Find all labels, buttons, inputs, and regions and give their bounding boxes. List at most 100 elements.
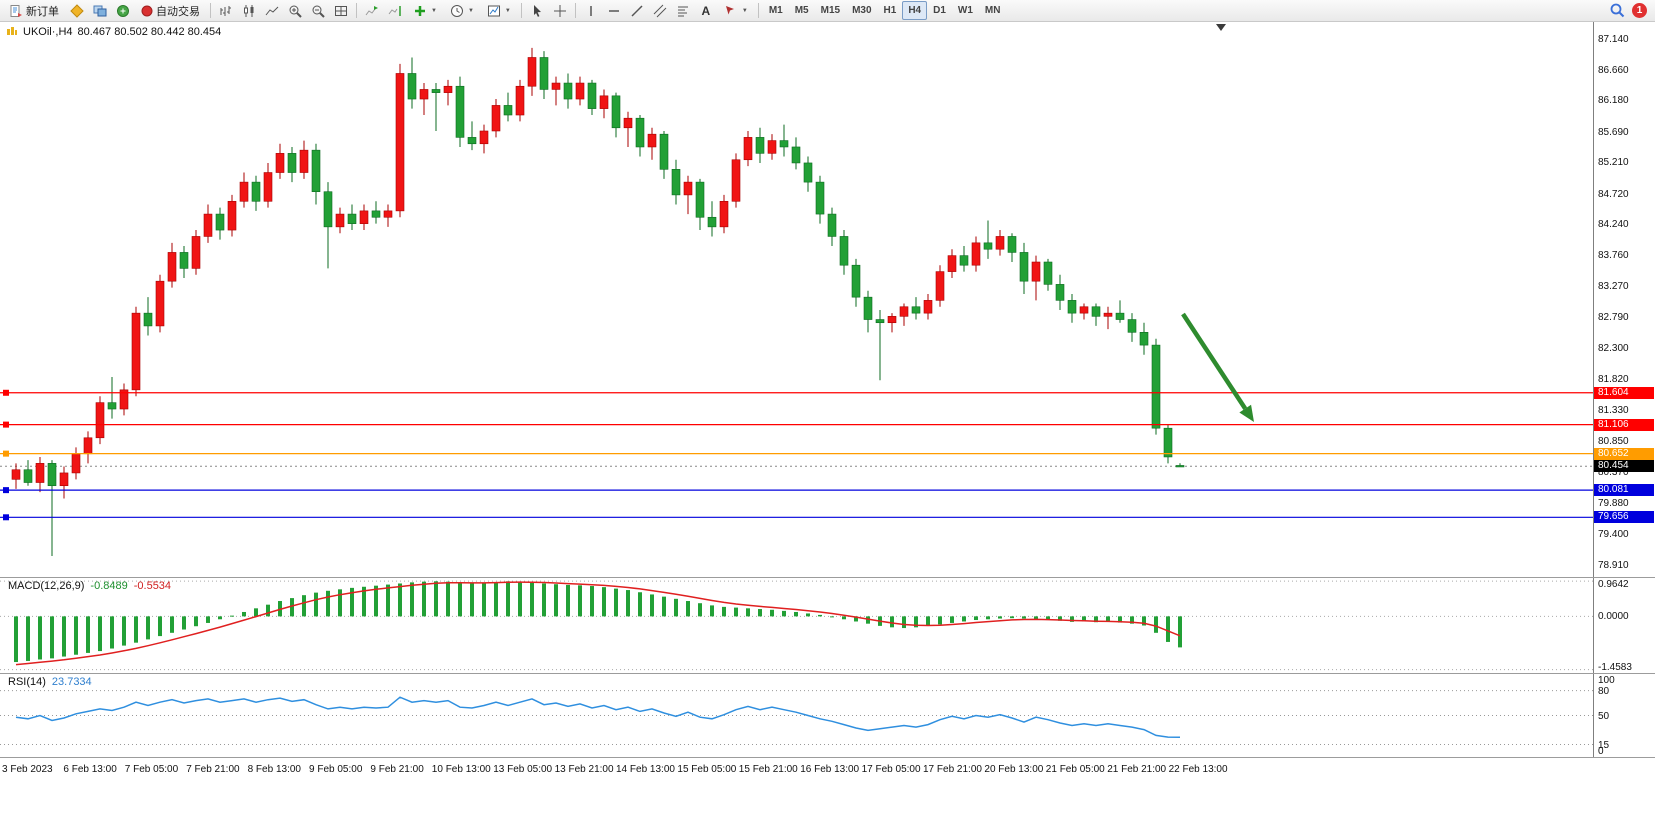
tile-windows-icon — [335, 5, 347, 16]
auto-trading-label: 自动交易 — [156, 5, 200, 18]
channel-tool-button[interactable] — [649, 1, 671, 21]
time-axis-label: 22 Feb 13:00 — [1168, 764, 1228, 775]
chart-shift-button[interactable] — [384, 1, 406, 21]
zoom-out-button[interactable] — [307, 1, 329, 21]
time-axis-label: 15 Feb 05:00 — [677, 764, 737, 775]
notification-badge[interactable]: 1 — [1632, 3, 1647, 18]
timeframe-button-m1[interactable]: M1 — [763, 1, 789, 20]
chevron-down-icon: ▼ — [741, 7, 748, 14]
timeframe-button-m5[interactable]: M5 — [789, 1, 815, 20]
time-axis-label: 9 Feb 21:00 — [370, 764, 424, 775]
toolbar-separator — [520, 3, 522, 18]
price-axis-label: 81.330 — [1598, 405, 1629, 417]
navigator-icon — [117, 4, 129, 17]
price-axis-label: 83.760 — [1598, 249, 1629, 261]
rsi-chart[interactable] — [0, 674, 1593, 757]
toolbar-separator — [210, 3, 211, 18]
macd-signal-line — [15, 581, 1181, 666]
macd-name: MACD(12,26,9) — [8, 580, 85, 592]
line-chart-type-button[interactable] — [261, 1, 283, 21]
bar-chart-type-button[interactable] — [215, 1, 237, 21]
price-axis-label: 81.820 — [1598, 373, 1629, 385]
time-axis-label: 21 Feb 21:00 — [1107, 764, 1167, 775]
trendline-tool-button[interactable] — [626, 1, 648, 21]
trend-arrow[interactable] — [1181, 312, 1248, 410]
new-order-label: 新订单 — [26, 5, 59, 18]
fibonacci-tool-button[interactable] — [672, 1, 694, 21]
time-axis-label: 16 Feb 13:00 — [800, 764, 860, 775]
rsi-name: RSI(14) — [8, 676, 46, 688]
zoom-in-icon — [289, 5, 302, 18]
navigator-button[interactable] — [112, 1, 134, 21]
timeframe-button-m30[interactable]: M30 — [846, 1, 877, 20]
templates-button[interactable]: ▼ — [481, 1, 517, 21]
periods-button[interactable]: ▼ — [444, 1, 480, 21]
price-axis[interactable]: 87.140 86.660 86.180 85.690 85.210 84.720 84.2… — [1593, 22, 1655, 758]
search-button[interactable] — [1610, 3, 1625, 18]
tile-windows-button[interactable] — [330, 1, 352, 21]
rsi-value: 23.7334 — [51, 676, 92, 688]
timeframe-button-mn[interactable]: MN — [979, 1, 1007, 20]
panel-separator[interactable] — [0, 673, 1655, 674]
toolbar-separator — [356, 3, 357, 18]
crosshair-tool-button[interactable] — [549, 1, 571, 21]
zoom-in-button[interactable] — [284, 1, 306, 21]
timeframe-button-h4[interactable]: H4 — [902, 1, 928, 20]
panel-separator[interactable] — [0, 577, 1655, 578]
candlestick-type-button[interactable] — [238, 1, 260, 21]
cursor-tool-button[interactable] — [526, 1, 548, 21]
panel-separator — [0, 757, 1655, 758]
text-tool-button[interactable]: A — [695, 1, 717, 21]
clock-icon — [450, 4, 463, 17]
macd-chart[interactable] — [0, 578, 1593, 673]
text-tool-icon: A — [701, 3, 711, 18]
new-order-icon — [10, 4, 22, 17]
vertical-line-tool-button[interactable] — [580, 1, 602, 21]
auto-scroll-icon — [365, 5, 378, 15]
toolbar-separator — [574, 3, 576, 18]
market-watch-icon — [70, 3, 84, 18]
toolbar-separator — [757, 3, 759, 18]
macd-axis-label: 0.0000 — [1598, 611, 1629, 623]
template-chart-icon — [487, 5, 500, 16]
time-axis-label: 20 Feb 13:00 — [984, 764, 1044, 775]
time-axis-label: 7 Feb 05:00 — [124, 764, 179, 775]
time-axis-label: 13 Feb 05:00 — [493, 764, 553, 775]
timeframe-button-m15[interactable]: M15 — [815, 1, 846, 20]
time-axis-label: 10 Feb 13:00 — [431, 764, 491, 775]
line-chart-type-icon — [265, 6, 279, 15]
fibonacci-icon — [677, 6, 688, 16]
cursor-icon — [533, 4, 541, 17]
zoom-out-icon — [312, 5, 325, 18]
macd-axis-label: -1.4583 — [1598, 662, 1632, 673]
time-axis[interactable]: 3 Feb 2023 6 Feb 13:00 7 Feb 05:00 7 Feb 21… — [0, 758, 1593, 826]
candlestick-chart[interactable] — [0, 22, 1593, 578]
auto-scroll-button[interactable] — [361, 1, 383, 21]
ohlc-values: 80.467 80.502 80.442 80.454 — [77, 26, 222, 38]
price-axis-label: 85.690 — [1598, 126, 1629, 138]
indicators-button[interactable]: ▼ — [407, 1, 443, 21]
timeframe-button-h1[interactable]: H1 — [878, 1, 903, 20]
search-icon — [1610, 3, 1625, 18]
new-order-button[interactable]: 新订单 — [3, 1, 65, 21]
arrows-tool-button[interactable]: ▼ — [718, 1, 754, 21]
timeframe-button-w1[interactable]: W1 — [952, 1, 979, 20]
level-price-tag: 80.652 — [1594, 447, 1654, 460]
auto-trading-button[interactable]: 自动交易 — [135, 1, 206, 21]
current-price-tag: 80.454 — [1594, 460, 1654, 473]
price-axis-label: 87.140 — [1598, 33, 1629, 45]
chart-shift-marker[interactable] — [1216, 24, 1226, 31]
price-axis-label: 85.210 — [1598, 157, 1629, 169]
market-watch-button[interactable] — [66, 1, 88, 21]
bar-chart-type-icon — [220, 5, 231, 16]
price-axis-label: 84.720 — [1598, 188, 1629, 200]
data-window-button[interactable] — [89, 1, 111, 21]
timeframe-button-d1[interactable]: D1 — [927, 1, 952, 20]
rsi-axis-label: 80 — [1598, 685, 1610, 697]
time-axis-label: 9 Feb 05:00 — [309, 764, 363, 775]
level-price-tag: 81.604 — [1594, 386, 1654, 399]
channel-icon — [653, 4, 667, 17]
price-axis-label: 79.880 — [1598, 497, 1629, 509]
horizontal-line-tool-button[interactable] — [603, 1, 625, 21]
